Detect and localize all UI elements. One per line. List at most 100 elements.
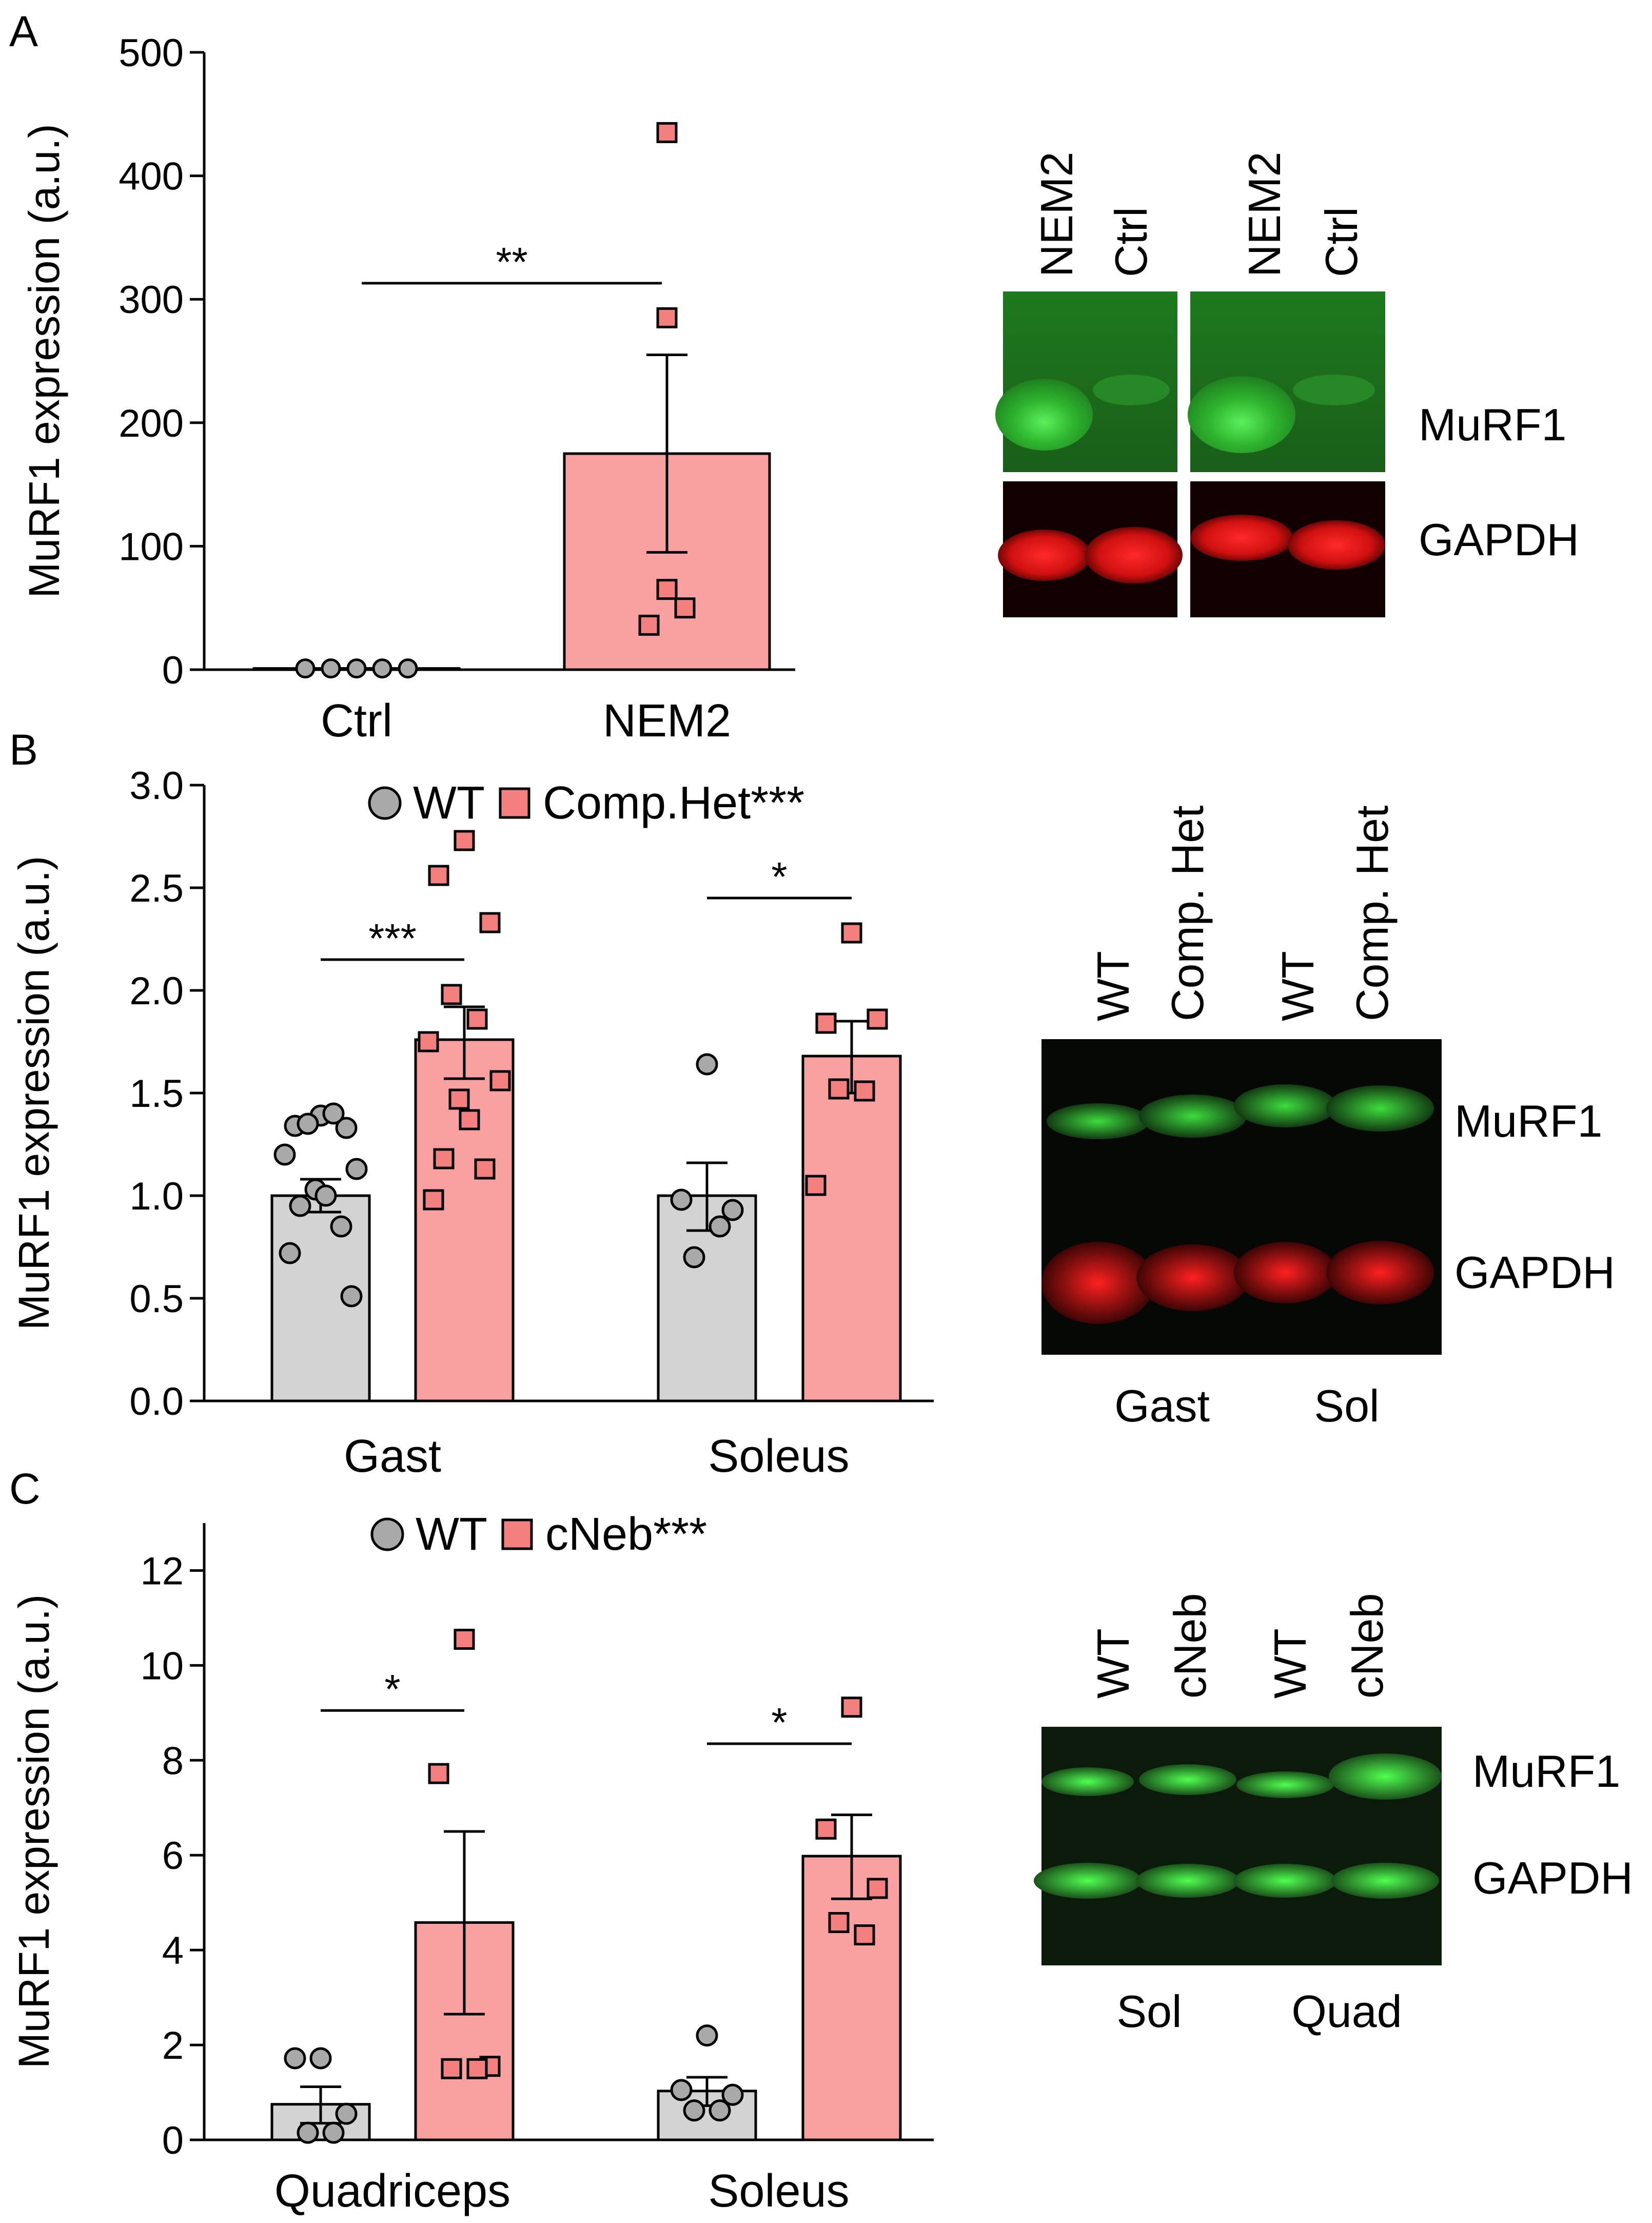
panel-b-y-axis-label: MuRF1 expression (a.u.): [10, 856, 58, 1330]
blot-labels-b: WT Comp. Het WT Comp. Het MuRF1 GAPDH Ga…: [1088, 805, 1615, 1431]
panel-b-data-point: [428, 865, 449, 886]
panel-c-data-point: [854, 1924, 875, 1946]
panel-b-data-point: [841, 922, 862, 944]
panel-a-data-point: [638, 614, 660, 636]
blot-c-band-gapdh: GAPDH: [1472, 1853, 1633, 1903]
panel-c-legend-marker: [370, 1517, 404, 1551]
panel-a-data-point: [656, 307, 678, 328]
blot-a-gapdh-band-4: [1288, 520, 1385, 570]
panel-c-y-tick-label: 0: [162, 2119, 184, 2162]
panel-a-y-tick-label: 400: [119, 155, 184, 199]
blot-b-lane-2: Comp. Het: [1162, 805, 1213, 1021]
blot-a-gapdh-band-1: [998, 530, 1090, 581]
panel-c-data-point: [841, 1697, 862, 1718]
panel-b-data-point: [815, 1012, 837, 1034]
panel-b-data-point: [423, 1189, 444, 1211]
panel-c-data-point: [309, 2047, 332, 2070]
panel-c-data-point: [284, 2047, 306, 2070]
panel-b-legend-marker: [368, 786, 402, 820]
blot-c-group-2: Quad: [1291, 1986, 1402, 2037]
panel-c-data-point: [828, 1912, 850, 1934]
panel-a-data-point: [398, 658, 418, 679]
panel-c-legend-label: WT: [416, 1509, 487, 1560]
panel-b-data-point: [489, 1070, 511, 1091]
western-blot-b: [1041, 1039, 1442, 1355]
panel-b-data-point: [330, 1215, 352, 1238]
panel-c-data-point: [683, 2099, 705, 2122]
panel-b-legend-label: Comp.Het***: [543, 777, 804, 829]
panel-c-data-point: [696, 2024, 718, 2047]
panel-a-significance-label: **: [496, 239, 527, 285]
panel-b-y-tick-label: 1.5: [129, 1072, 184, 1116]
panel-c-data-point: [466, 2058, 488, 2079]
blot-a-gapdh-band-2: [1085, 527, 1183, 583]
panel-c-category-label: Soleus: [708, 2166, 849, 2217]
western-blot-a: [995, 291, 1385, 617]
panel-b-data-point: [289, 1195, 311, 1217]
panel-b-data-point: [709, 1215, 731, 1238]
panel-b-data-point: [805, 1175, 827, 1196]
panel-c-data-point: [815, 1818, 837, 1840]
panel-b-data-point: [322, 1102, 345, 1125]
panel-c-bar: [414, 1921, 515, 2141]
blot-a-murf1-band-3: [1188, 376, 1295, 453]
panel-c-data-point: [322, 2121, 345, 2144]
panel-b-significance-label: *: [771, 854, 787, 900]
blot-b-gapdh-band-1: [1041, 1242, 1154, 1324]
panel-a-y-tick-label: 300: [119, 278, 184, 322]
blot-c-lane-3: WT: [1265, 1628, 1315, 1699]
blot-a-murf1-band-1: [995, 379, 1093, 451]
blot-b-gapdh-band-3: [1234, 1242, 1336, 1303]
panel-b-data-point: [441, 984, 462, 1005]
blot-b-group-2: Sol: [1314, 1380, 1379, 1431]
panel-c-legend-marker: [501, 1518, 533, 1550]
blot-b-gapdh-band-2: [1136, 1244, 1249, 1311]
panel-b-data-point: [345, 1158, 368, 1180]
panel-b-data-point: [867, 1008, 888, 1030]
blot-a-lane-3: NEM2: [1239, 152, 1290, 278]
panel-b-category-label: Soleus: [708, 1431, 849, 1482]
blot-labels-a: NEM2 Ctrl NEM2 Ctrl MuRF1 GAPDH: [1031, 152, 1579, 566]
panel-c-significance-label: *: [771, 1700, 787, 1745]
western-blot-c: [1034, 1727, 1442, 1965]
panel-b-data-point: [670, 1188, 693, 1211]
blot-a-lane-2: Ctrl: [1106, 207, 1156, 277]
panel-b-data-point: [297, 1113, 319, 1135]
blot-c-murf1-band-3: [1236, 1771, 1334, 1798]
panel-b-data-point: [854, 1080, 875, 1102]
panel-b-y-tick-label: 0.5: [129, 1277, 184, 1321]
panel-c-category-label: Quadriceps: [274, 2166, 510, 2217]
panel-c-data-point: [867, 1878, 888, 1899]
panel-c-data-point: [441, 2058, 462, 2079]
panel-a-category-label: NEM2: [603, 695, 731, 747]
panel-c-y-tick-label: 12: [140, 1549, 184, 1593]
panel-c-data-point: [454, 1629, 475, 1650]
panel-letter-b: B: [9, 726, 38, 774]
blot-b-lane-1: WT: [1088, 951, 1138, 1021]
blot-a-lane-1: NEM2: [1031, 152, 1082, 278]
chart-panel-c: 0 2 4 6 8 10 12 MuRF1 expression (a.u.) Quadrice…: [10, 1509, 934, 2217]
blot-c-lane-2: cNeb: [1165, 1593, 1215, 1699]
blot-b-gapdh-band-4: [1326, 1241, 1434, 1304]
panel-c-data-point: [335, 2102, 358, 2125]
panel-c-data-point: [721, 2083, 744, 2106]
panel-c-data-point: [709, 2099, 731, 2122]
blot-a-lane-4: Ctrl: [1316, 207, 1367, 277]
panel-b-bar: [801, 1055, 902, 1402]
panel-c-bar: [801, 1855, 902, 2141]
panel-c-y-tick-label: 8: [162, 1739, 184, 1783]
panel-a-y-tick-label: 100: [119, 525, 184, 569]
panel-letter-c: C: [9, 1465, 41, 1513]
blot-c-group-1: Sol: [1116, 1986, 1182, 2037]
blot-a-murf1-band-4: [1293, 375, 1375, 405]
panel-a-y-tick-label: 200: [119, 402, 184, 445]
panel-b-data-point: [683, 1246, 705, 1269]
blot-b-group-1: Gast: [1114, 1380, 1210, 1431]
chart-panel-a: 0 100 200 300 400 500 MuRF1 expression (a.u.) C…: [20, 31, 795, 747]
panel-a-data-point: [295, 658, 316, 679]
panel-b-data-point: [314, 1184, 337, 1207]
panel-a-data-point: [656, 122, 678, 143]
panel-b-data-point: [273, 1143, 296, 1166]
blot-b-murf1-band-4: [1326, 1085, 1434, 1132]
